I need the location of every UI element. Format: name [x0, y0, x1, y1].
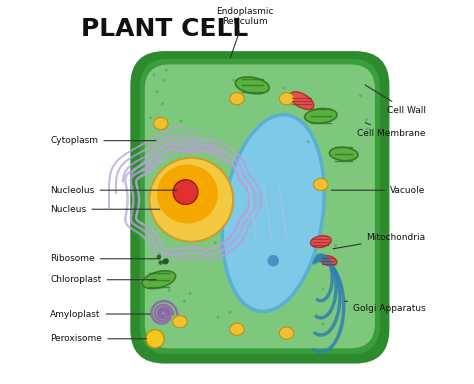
Ellipse shape	[149, 116, 152, 119]
Ellipse shape	[230, 93, 244, 105]
Text: Ribosome: Ribosome	[50, 254, 160, 263]
Ellipse shape	[290, 92, 314, 109]
Text: Golgi Apparatus: Golgi Apparatus	[345, 301, 426, 313]
Ellipse shape	[232, 79, 235, 81]
Ellipse shape	[153, 73, 155, 76]
Ellipse shape	[158, 260, 163, 265]
Ellipse shape	[235, 77, 269, 94]
Ellipse shape	[163, 79, 165, 82]
Text: Mitochondria: Mitochondria	[333, 233, 426, 249]
Text: Cytoplasm: Cytoplasm	[50, 136, 156, 145]
Ellipse shape	[321, 288, 325, 291]
Ellipse shape	[155, 90, 159, 93]
Ellipse shape	[329, 147, 358, 161]
Ellipse shape	[156, 255, 161, 259]
Ellipse shape	[281, 330, 284, 333]
Ellipse shape	[173, 180, 198, 204]
Ellipse shape	[222, 115, 324, 311]
Text: Amyloplast: Amyloplast	[50, 310, 150, 318]
Text: Cell Wall: Cell Wall	[365, 85, 426, 115]
Ellipse shape	[142, 271, 175, 289]
Ellipse shape	[216, 316, 219, 319]
Ellipse shape	[213, 241, 217, 244]
FancyBboxPatch shape	[145, 65, 375, 348]
FancyBboxPatch shape	[130, 51, 390, 364]
Ellipse shape	[359, 94, 362, 97]
Ellipse shape	[230, 323, 244, 335]
Text: Vacuole: Vacuole	[331, 186, 426, 195]
Ellipse shape	[279, 327, 294, 339]
Text: Nucleolus: Nucleolus	[50, 186, 177, 195]
Ellipse shape	[310, 236, 331, 248]
Ellipse shape	[282, 86, 285, 89]
Ellipse shape	[158, 253, 161, 255]
Ellipse shape	[321, 323, 324, 325]
Ellipse shape	[335, 284, 338, 287]
Ellipse shape	[164, 68, 168, 71]
Ellipse shape	[279, 93, 294, 105]
Ellipse shape	[334, 244, 337, 247]
Ellipse shape	[157, 164, 218, 223]
Ellipse shape	[314, 179, 328, 190]
Ellipse shape	[180, 120, 182, 123]
FancyBboxPatch shape	[140, 59, 380, 354]
Ellipse shape	[189, 292, 192, 295]
Ellipse shape	[366, 127, 369, 131]
Ellipse shape	[154, 118, 168, 129]
Ellipse shape	[161, 102, 164, 105]
Ellipse shape	[320, 256, 337, 266]
Ellipse shape	[149, 158, 233, 242]
Text: PLANT CELL: PLANT CELL	[81, 17, 248, 41]
Text: Peroxisome: Peroxisome	[50, 334, 146, 343]
Ellipse shape	[307, 140, 310, 143]
Ellipse shape	[183, 300, 186, 303]
Ellipse shape	[164, 258, 169, 263]
Ellipse shape	[173, 316, 187, 328]
Ellipse shape	[267, 255, 279, 266]
Ellipse shape	[168, 288, 171, 291]
Text: Nucleus: Nucleus	[50, 205, 160, 214]
Ellipse shape	[365, 118, 368, 121]
Text: Endoplasmic
Reticulum: Endoplasmic Reticulum	[216, 7, 273, 58]
Text: Cell Membrane: Cell Membrane	[357, 122, 426, 137]
Ellipse shape	[228, 311, 231, 314]
Ellipse shape	[305, 109, 337, 123]
Text: Chloroplast: Chloroplast	[50, 275, 156, 284]
Ellipse shape	[146, 329, 164, 348]
